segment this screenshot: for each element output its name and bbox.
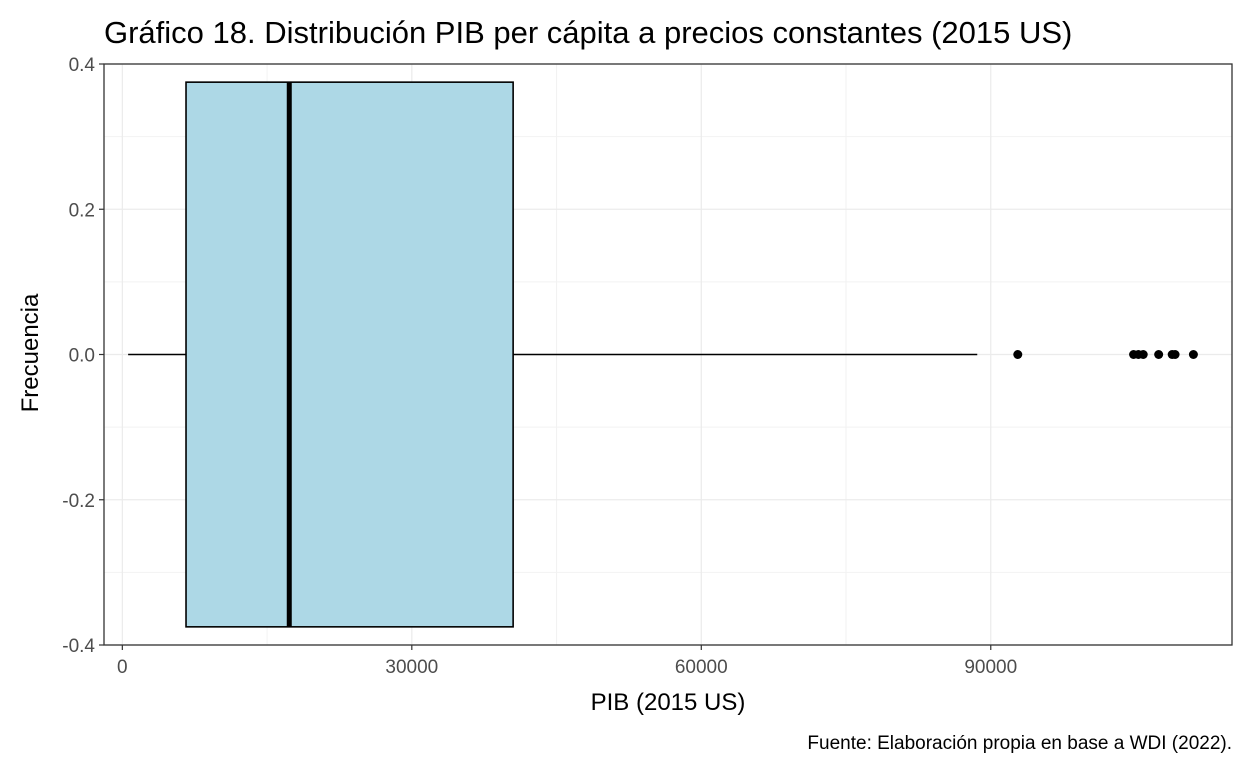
x-axis-ticks: 0 30000 60000 90000 xyxy=(117,645,1017,678)
y-axis-ticks: 0.4 0.2 0.0 -0.2 -0.4 xyxy=(62,55,104,657)
boxplot-marks xyxy=(128,81,1198,628)
outlier-point xyxy=(1154,350,1164,359)
outlier-point xyxy=(1170,350,1180,359)
y-tick-label: 0.4 xyxy=(69,55,96,76)
interquartile-box xyxy=(185,81,514,628)
x-tick-label: 30000 xyxy=(385,657,438,678)
y-tick-label: 0.0 xyxy=(69,346,95,367)
x-tick-label: 90000 xyxy=(964,657,1017,678)
y-tick-label: 0.2 xyxy=(69,200,95,221)
y-axis-label: Frecuencia xyxy=(17,293,44,412)
outlier-point xyxy=(1138,350,1148,359)
y-tick-label: -0.4 xyxy=(62,636,95,657)
x-axis-label: PIB (2015 US) xyxy=(591,689,746,716)
source-caption: Fuente: Elaboración propia en base a WDI… xyxy=(807,733,1232,754)
x-tick-label: 60000 xyxy=(675,657,728,678)
outlier-point xyxy=(1013,350,1023,359)
chart-title: Gráfico 18. Distribución PIB per cápita … xyxy=(104,15,1072,50)
x-tick-label: 0 xyxy=(117,657,128,678)
outlier-point xyxy=(1188,350,1198,359)
y-tick-label: -0.2 xyxy=(62,491,95,512)
